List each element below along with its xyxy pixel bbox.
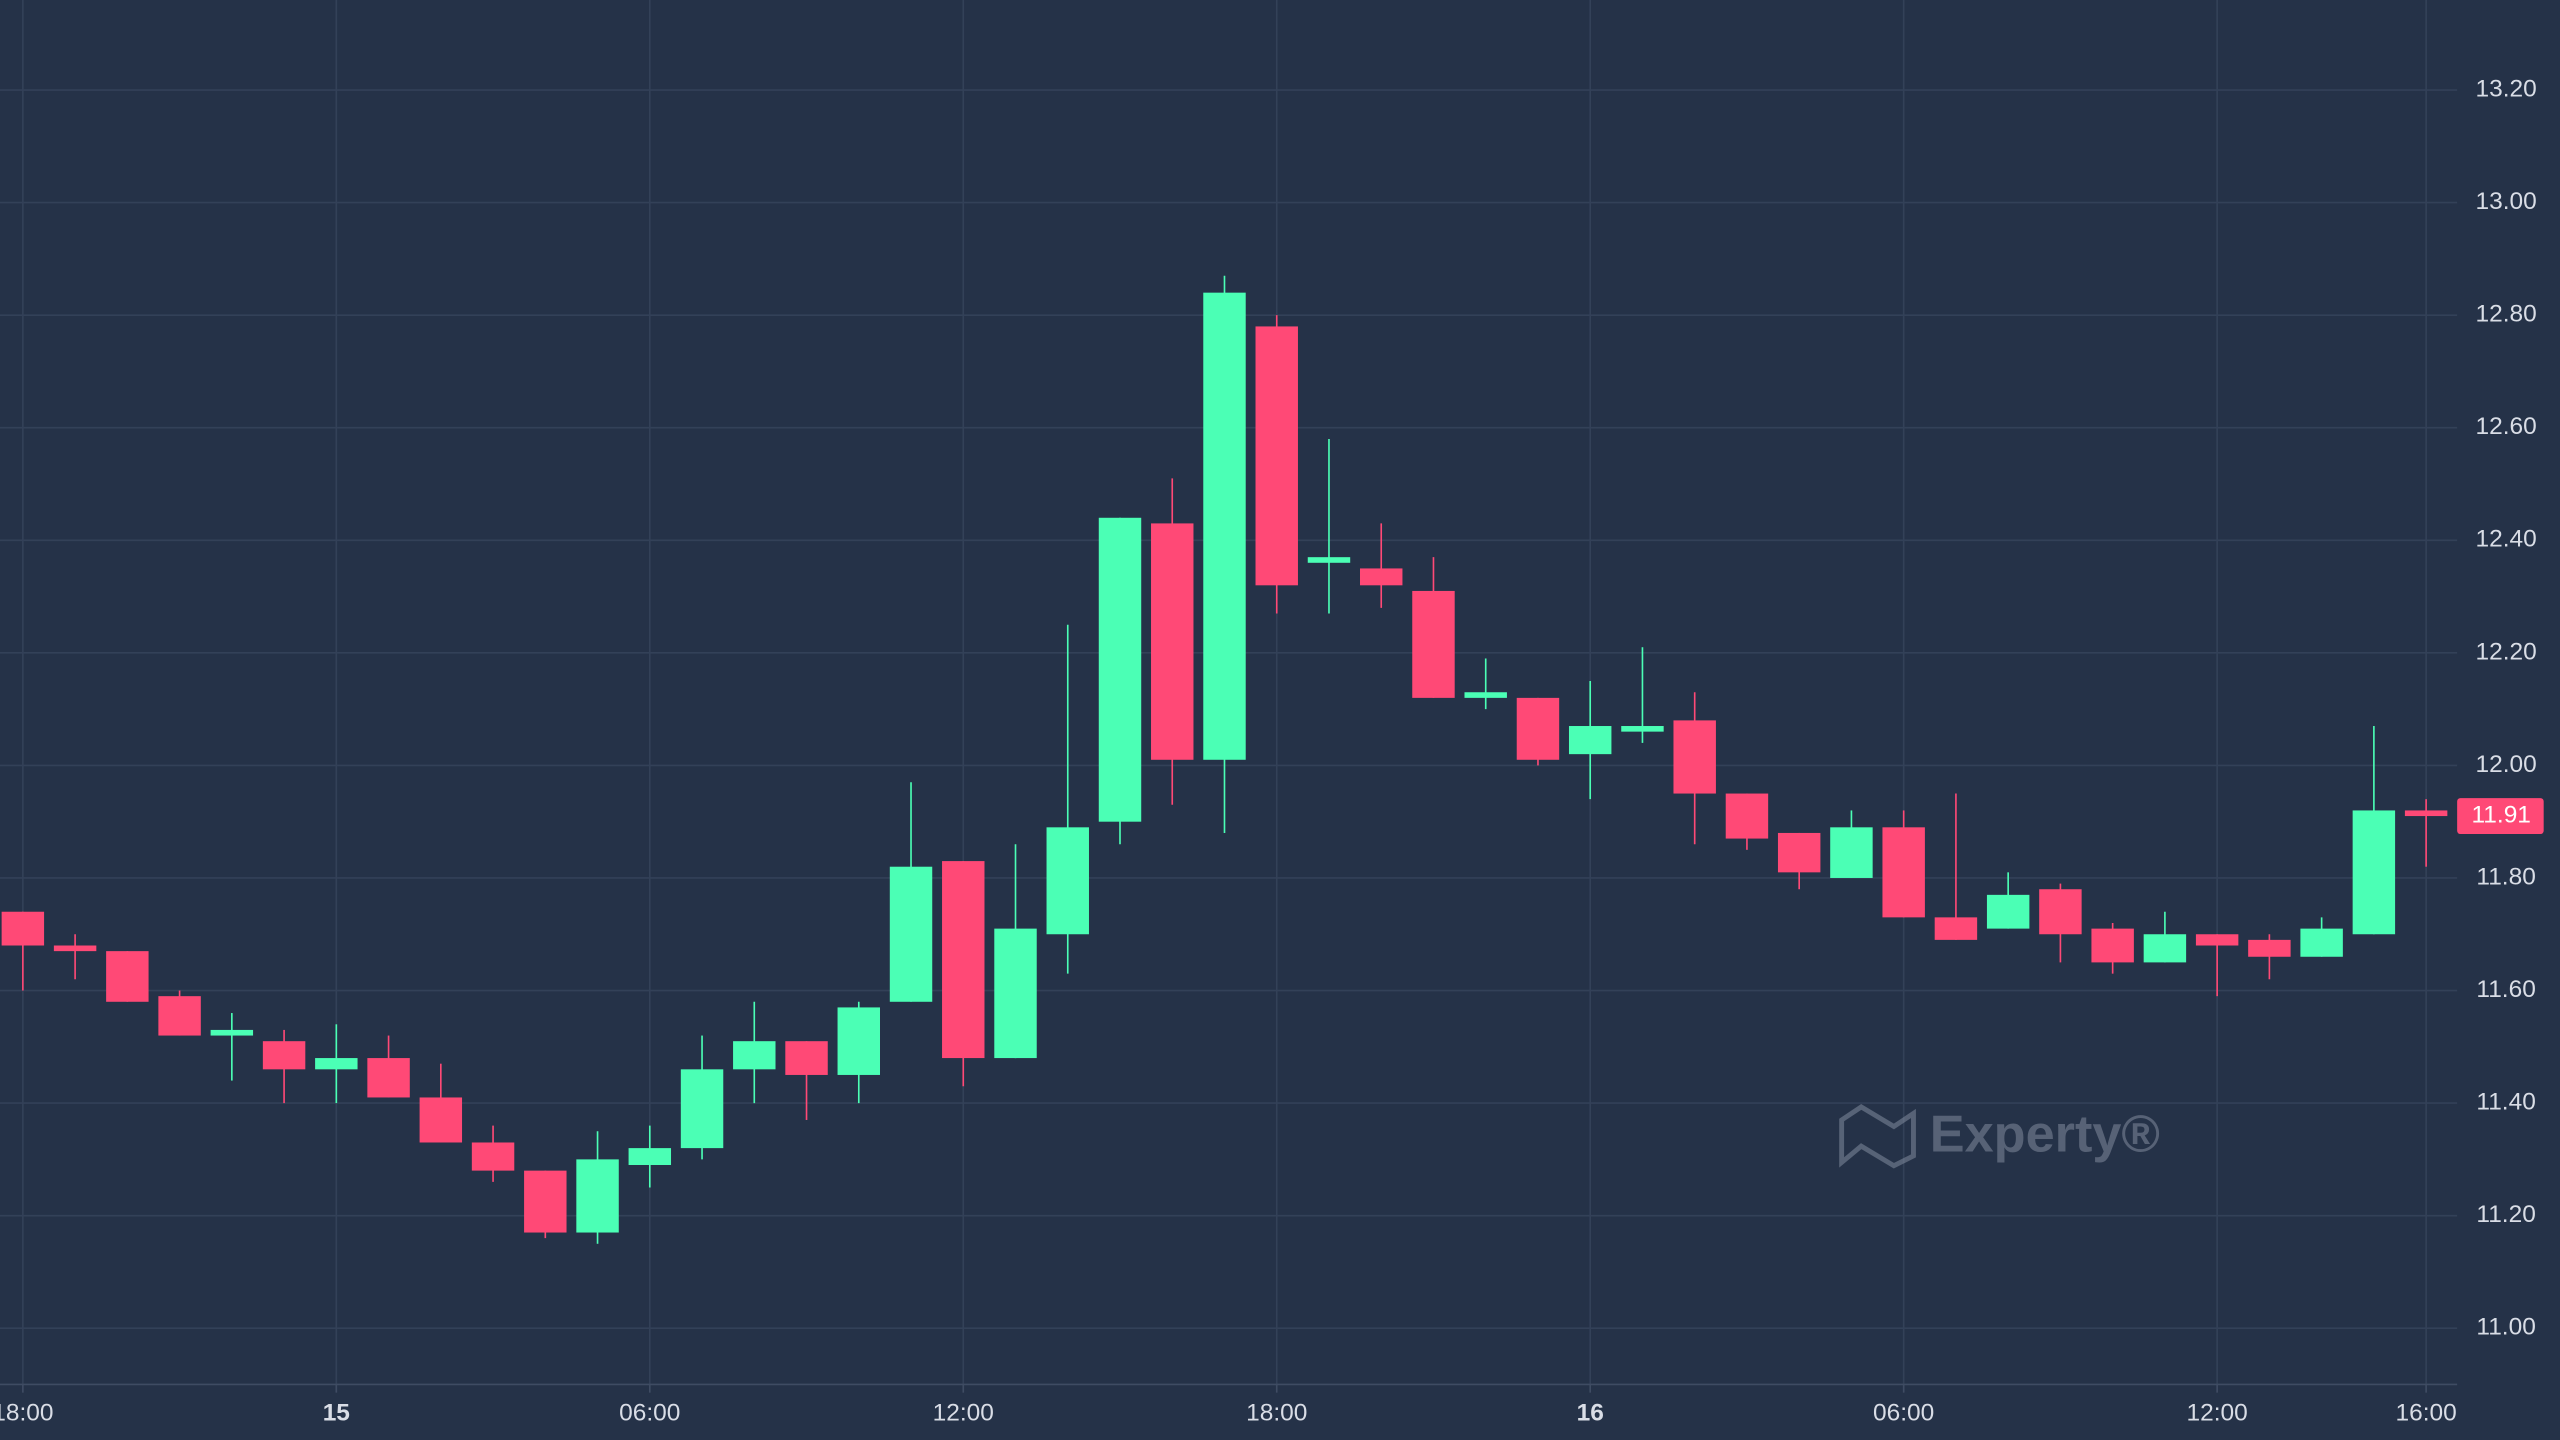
y-tick-label: 11.60: [2476, 976, 2535, 1003]
watermark: Experty®: [1930, 1106, 2160, 1164]
candle-body: [785, 1041, 828, 1075]
candle-body: [471, 1142, 515, 1171]
candle-body: [1986, 894, 2030, 929]
y-tick-label: 11.20: [2476, 1201, 2535, 1228]
candle-body: [2248, 939, 2291, 957]
candle-body: [2404, 810, 2448, 817]
candle-body: [628, 1148, 672, 1165]
candle-body: [1412, 590, 1455, 698]
candle-body: [1360, 568, 1403, 586]
y-tick-label: 11.40: [2476, 1089, 2535, 1116]
candle-body: [1725, 793, 1769, 839]
candle-body: [1464, 692, 1507, 698]
x-tick-label: 16: [1577, 1399, 1604, 1426]
y-tick-label: 11.00: [2476, 1314, 2535, 1341]
candle-body: [262, 1041, 306, 1070]
candle-body: [733, 1041, 776, 1070]
candle-body: [2300, 928, 2343, 957]
y-tick-label: 12.60: [2476, 413, 2537, 440]
x-tick-label: 12:00: [2187, 1399, 2248, 1426]
x-tick-label: 18:00: [1246, 1399, 1307, 1426]
candle-body: [889, 866, 933, 1002]
y-tick-label: 12.20: [2476, 638, 2537, 665]
x-tick-label: 06:00: [1873, 1399, 1934, 1426]
y-tick-label: 12.40: [2476, 526, 2537, 553]
candle-body: [1203, 292, 1246, 760]
x-tick-label: 12:00: [933, 1399, 994, 1426]
candle-body: [524, 1170, 567, 1233]
y-tick-label: 11.80: [2476, 863, 2535, 890]
candle-body: [1568, 726, 1612, 755]
candle-body: [1777, 832, 1821, 873]
last-price-badge: [2457, 798, 2544, 835]
candle-body: [2352, 810, 2396, 935]
candle-body: [419, 1097, 463, 1143]
x-tick-label: 18:00: [0, 1399, 53, 1426]
candle-body: [106, 951, 149, 1002]
watermark-logo: [1839, 1104, 1916, 1169]
candle-body: [1151, 523, 1194, 760]
y-tick-label: 13.00: [2476, 188, 2537, 215]
candle-body: [1882, 827, 1925, 918]
x-tick-label: 15: [323, 1399, 350, 1426]
candle-body: [1516, 697, 1560, 760]
candle-body: [367, 1058, 410, 1098]
x-tick-label: 06:00: [619, 1399, 680, 1426]
y-tick-label: 12.80: [2476, 301, 2537, 328]
candle-body: [210, 1029, 254, 1036]
candle-body: [994, 928, 1037, 1059]
candle-body: [1307, 557, 1351, 563]
candle-body: [158, 996, 201, 1036]
candle-body: [2143, 934, 2187, 963]
candle-body: [2091, 928, 2134, 963]
candle-body: [1098, 517, 1142, 822]
candle-body: [1046, 827, 1089, 935]
last-price-label: 11.91: [2472, 802, 2531, 829]
candle-body: [576, 1159, 619, 1233]
candle-body: [1, 911, 45, 946]
candle-body: [315, 1058, 358, 1070]
candle-body: [1621, 726, 1664, 732]
watermark-group: Experty®: [1839, 1104, 2160, 1169]
candle-body: [1830, 827, 1873, 878]
candle-body: [1673, 720, 1716, 794]
candle-body: [1255, 326, 1298, 586]
candle-body: [2039, 889, 2082, 935]
candle-body: [837, 1007, 880, 1075]
x-tick-label: 16:00: [2396, 1399, 2457, 1426]
candle-body: [53, 945, 97, 952]
y-tick-label: 12.00: [2476, 751, 2537, 778]
candle-body: [2195, 934, 2239, 946]
y-tick-label: 13.20: [2476, 76, 2537, 103]
candle-body: [1934, 917, 1978, 940]
candle-body: [942, 861, 985, 1059]
candle-body: [680, 1069, 724, 1149]
